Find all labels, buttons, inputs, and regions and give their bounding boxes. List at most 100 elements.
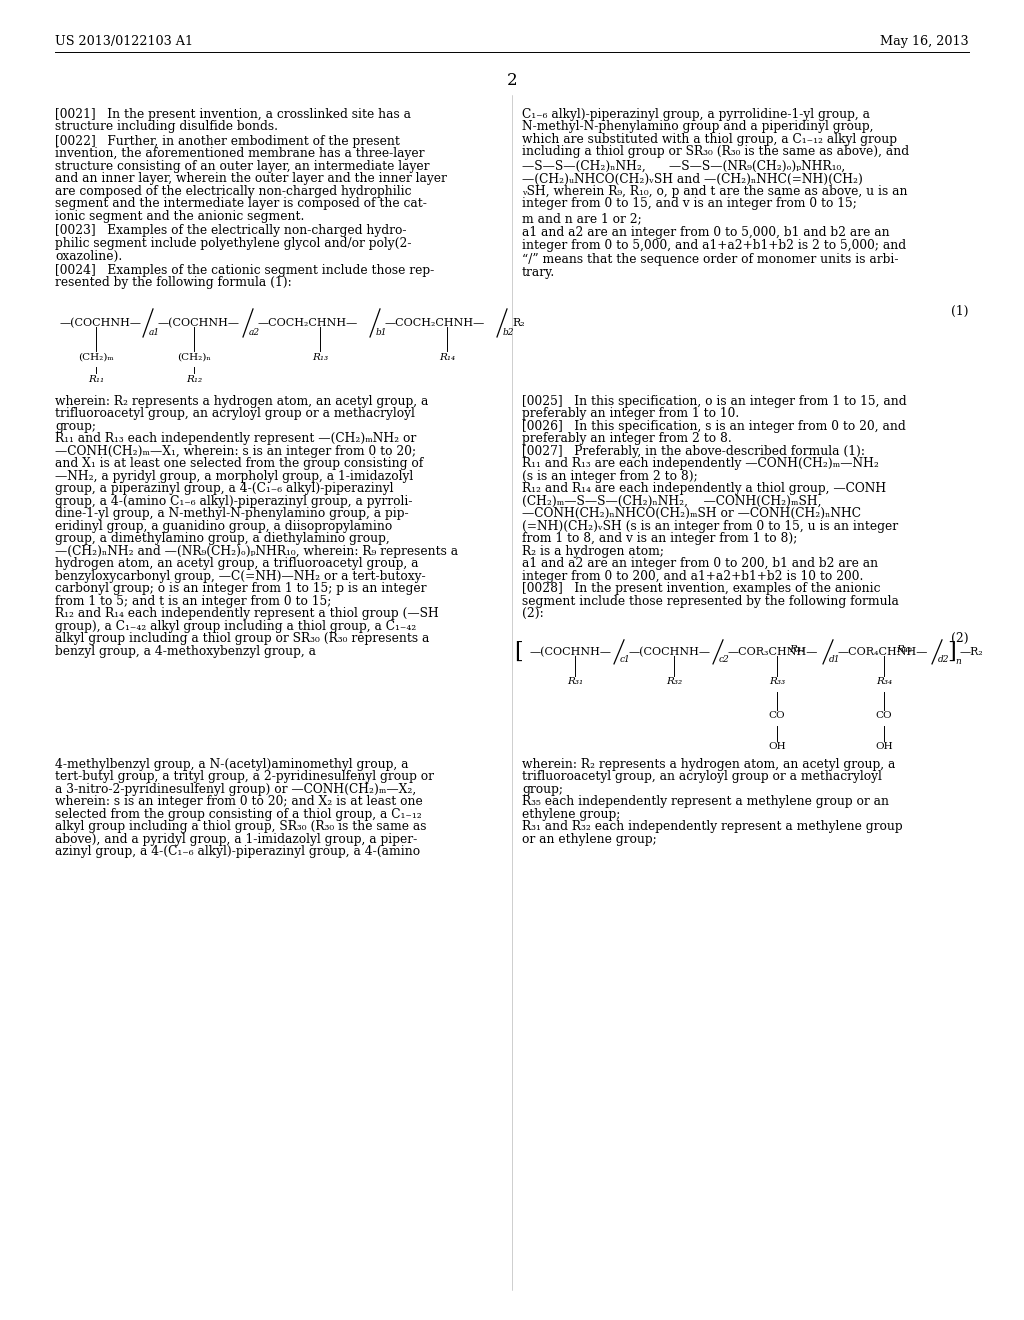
Text: —NH₂, a pyridyl group, a morpholyl group, a 1-imidazolyl: —NH₂, a pyridyl group, a morpholyl group… — [55, 470, 414, 483]
Text: wherein: R₂ represents a hydrogen atom, an acetyl group, a: wherein: R₂ represents a hydrogen atom, … — [55, 395, 428, 408]
Text: eridinyl group, a guanidino group, a diisopropylamino: eridinyl group, a guanidino group, a dii… — [55, 520, 392, 533]
Text: R₂ is a hydrogen atom;: R₂ is a hydrogen atom; — [522, 545, 664, 558]
Text: —CONH(CH₂)ₘ—X₁, wherein: s is an integer from 0 to 20;: —CONH(CH₂)ₘ—X₁, wherein: s is an integer… — [55, 445, 416, 458]
Text: b2: b2 — [503, 327, 514, 337]
Text: (1): (1) — [951, 305, 969, 318]
Text: group;: group; — [55, 420, 96, 433]
Text: R₁₂ and R₁₄ are each independently a thiol group, —CONH: R₁₂ and R₁₄ are each independently a thi… — [522, 482, 886, 495]
Text: oxazoline).: oxazoline). — [55, 249, 122, 263]
Text: [0024]   Examples of the cationic segment include those rep-: [0024] Examples of the cationic segment … — [55, 264, 434, 277]
Text: a2: a2 — [249, 327, 260, 337]
Text: —(COCHNH—: —(COCHNH— — [60, 318, 142, 329]
Text: R₃₄: R₃₄ — [876, 677, 892, 686]
Text: segment and the intermediate layer is composed of the cat-: segment and the intermediate layer is co… — [55, 198, 427, 210]
Text: trifluoroacetyl group, an acryloyl group or a methacryloyl: trifluoroacetyl group, an acryloyl group… — [522, 771, 882, 783]
Text: philic segment include polyethylene glycol and/or poly(2-: philic segment include polyethylene glyc… — [55, 238, 412, 249]
Text: alkyl group including a thiol group, SR₃₀ (R₃₀ is the same as: alkyl group including a thiol group, SR₃… — [55, 820, 427, 833]
Text: c1: c1 — [620, 655, 631, 664]
Text: a1 and a2 are an integer from 0 to 200, b1 and b2 are an: a1 and a2 are an integer from 0 to 200, … — [522, 557, 879, 570]
Text: ethylene group;: ethylene group; — [522, 808, 621, 821]
Text: ]: ] — [947, 642, 955, 663]
Text: [0028]   In the present invention, examples of the anionic: [0028] In the present invention, example… — [522, 582, 881, 595]
Text: R₁₁: R₁₁ — [88, 375, 104, 384]
Text: group;: group; — [522, 783, 563, 796]
Text: azinyl group, a 4-(C₁₋₆ alkyl)-piperazinyl group, a 4-(amino: azinyl group, a 4-(C₁₋₆ alkyl)-piperazin… — [55, 845, 420, 858]
Text: wherein: R₂ represents a hydrogen atom, an acetyl group, a: wherein: R₂ represents a hydrogen atom, … — [522, 758, 895, 771]
Text: group, a piperazinyl group, a 4-(C₁₋₆ alkyl)-piperazinyl: group, a piperazinyl group, a 4-(C₁₋₆ al… — [55, 482, 393, 495]
Text: integer from 0 to 200, and a1+a2+b1+b2 is 10 to 200.: integer from 0 to 200, and a1+a2+b1+b2 i… — [522, 570, 863, 583]
Text: —R₂: —R₂ — [961, 647, 984, 657]
Text: integer from 0 to 5,000, and a1+a2+b1+b2 is 2 to 5,000; and: integer from 0 to 5,000, and a1+a2+b1+b2… — [522, 239, 906, 252]
Text: OH: OH — [876, 742, 893, 751]
Text: or an ethylene group;: or an ethylene group; — [522, 833, 656, 846]
Text: benzyl group, a 4-methoxybenzyl group, a: benzyl group, a 4-methoxybenzyl group, a — [55, 645, 316, 657]
Text: group, a 4-(amino C₁₋₆ alkyl)-piperazinyl group, a pyrroli-: group, a 4-(amino C₁₋₆ alkyl)-piperaziny… — [55, 495, 413, 508]
Text: trifluoroacetyl group, an acryloyl group or a methacryloyl: trifluoroacetyl group, an acryloyl group… — [55, 408, 415, 421]
Text: R₁₁ and R₁₃ each independently represent —(CH₂)ₘNH₂ or: R₁₁ and R₁₃ each independently represent… — [55, 433, 416, 445]
Text: ionic segment and the anionic segment.: ionic segment and the anionic segment. — [55, 210, 304, 223]
Text: —S—S—(CH₂)ₙNH₂,      —S—S—(NR₉(CH₂)ₒ)ₚNHR₁₀,: —S—S—(CH₂)ₙNH₂, —S—S—(NR₉(CH₂)ₒ)ₚNHR₁₀, — [522, 160, 845, 173]
Text: R₂: R₂ — [512, 318, 524, 327]
Text: and X₁ is at least one selected from the group consisting of: and X₁ is at least one selected from the… — [55, 458, 423, 470]
Text: May 16, 2013: May 16, 2013 — [881, 36, 969, 49]
Text: [: [ — [514, 642, 522, 663]
Text: —COCH₂CHNH—: —COCH₂CHNH— — [385, 318, 485, 327]
Text: R₁₂ and R₁₄ each independently represent a thiol group (—SH: R₁₂ and R₁₄ each independently represent… — [55, 607, 438, 620]
Text: —COCH₂CHNH—: —COCH₂CHNH— — [258, 318, 358, 327]
Text: —COR₄CHNH—: —COR₄CHNH— — [838, 647, 929, 657]
Text: are composed of the electrically non-charged hydrophilic: are composed of the electrically non-cha… — [55, 185, 412, 198]
Text: a1: a1 — [150, 327, 160, 337]
Text: —(CH₂)ₙNH₂ and —(NR₉(CH₂)ₒ)ₚNHR₁₀, wherein: R₉ represents a: —(CH₂)ₙNH₂ and —(NR₉(CH₂)ₒ)ₚNHR₁₀, where… — [55, 545, 458, 558]
Text: [0025]   In this specification, o is an integer from 1 to 15, and: [0025] In this specification, o is an in… — [522, 395, 906, 408]
Text: N-methyl-N-phenylamino group and a piperidinyl group,: N-methyl-N-phenylamino group and a piper… — [522, 120, 873, 133]
Text: selected from the group consisting of a thiol group, a C₁₋₁₂: selected from the group consisting of a … — [55, 808, 422, 821]
Text: from 1 to 8, and v is an integer from 1 to 8);: from 1 to 8, and v is an integer from 1 … — [522, 532, 798, 545]
Text: (CH₂)ₙ: (CH₂)ₙ — [177, 352, 211, 362]
Text: d1: d1 — [829, 655, 841, 664]
Text: —(CH₂)ᵤNHCO(CH₂)ᵥSH and —(CH₂)ₙNHC(=NH)(CH₂): —(CH₂)ᵤNHCO(CH₂)ᵥSH and —(CH₂)ₙNHC(=NH)(… — [522, 173, 863, 186]
Text: including a thiol group or SR₃₀ (R₃₀ is the same as above), and: including a thiol group or SR₃₀ (R₃₀ is … — [522, 145, 909, 158]
Text: preferably an integer from 1 to 10.: preferably an integer from 1 to 10. — [522, 408, 739, 421]
Text: [0026]   In this specification, s is an integer from 0 to 20, and: [0026] In this specification, s is an in… — [522, 420, 906, 433]
Text: n: n — [955, 657, 961, 665]
Text: (CH₂)ₘ: (CH₂)ₘ — [78, 352, 114, 362]
Text: above), and a pyridyl group, a 1-imidazolyl group, a piper-: above), and a pyridyl group, a 1-imidazo… — [55, 833, 417, 846]
Text: trary.: trary. — [522, 265, 555, 279]
Text: R₃₁: R₃₁ — [567, 677, 583, 686]
Text: a 3-nitro-2-pyridinesulfenyl group) or —CONH(CH₂)ₘ—X₂,: a 3-nitro-2-pyridinesulfenyl group) or —… — [55, 783, 416, 796]
Text: OH: OH — [768, 742, 785, 751]
Text: —(COCHNH—: —(COCHNH— — [158, 318, 240, 329]
Text: d2: d2 — [938, 655, 949, 664]
Text: —(COCHNH—: —(COCHNH— — [629, 647, 711, 657]
Text: C₁₋₆ alkyl)-piperazinyl group, a pyrrolidine-1-yl group, a: C₁₋₆ alkyl)-piperazinyl group, a pyrroli… — [522, 108, 870, 121]
Text: dine-1-yl group, a N-methyl-N-phenylamino group, a pip-: dine-1-yl group, a N-methyl-N-phenylamin… — [55, 507, 409, 520]
Text: resented by the following formula (1):: resented by the following formula (1): — [55, 276, 292, 289]
Text: R₁₃: R₁₃ — [312, 352, 328, 362]
Text: tert-butyl group, a trityl group, a 2-pyridinesulfenyl group or: tert-butyl group, a trityl group, a 2-py… — [55, 771, 434, 783]
Text: (=NH)(CH₂)ᵥSH (s is an integer from 0 to 15, u is an integer: (=NH)(CH₂)ᵥSH (s is an integer from 0 to… — [522, 520, 898, 533]
Text: (2):: (2): — [522, 607, 544, 620]
Text: b1: b1 — [376, 327, 387, 337]
Text: CO: CO — [876, 711, 892, 719]
Text: ᵥSH, wherein R₉, R₁₀, o, p and t are the same as above, u is an: ᵥSH, wherein R₉, R₁₀, o, p and t are the… — [522, 185, 907, 198]
Text: structure consisting of an outer layer, an intermediate layer: structure consisting of an outer layer, … — [55, 160, 429, 173]
Text: structure including disulfide bonds.: structure including disulfide bonds. — [55, 120, 278, 133]
Text: (CH₂)ₘ—S—S—(CH₂)ₙNH₂,    —CONH(CH₂)ₘSH,: (CH₂)ₘ—S—S—(CH₂)ₙNH₂, —CONH(CH₂)ₘSH, — [522, 495, 821, 508]
Text: which are substituted with a thiol group, a C₁₋₁₂ alkyl group: which are substituted with a thiol group… — [522, 133, 897, 147]
Text: and an inner layer, wherein the outer layer and the inner layer: and an inner layer, wherein the outer la… — [55, 173, 446, 186]
Text: [0021]   In the present invention, a crosslinked site has a: [0021] In the present invention, a cross… — [55, 108, 411, 121]
Text: benzyloxycarbonyl group, —C(=NH)—NH₂ or a tert-butoxy-: benzyloxycarbonyl group, —C(=NH)—NH₂ or … — [55, 570, 426, 583]
Text: [0027]   Preferably, in the above-described formula (1):: [0027] Preferably, in the above-describe… — [522, 445, 865, 458]
Text: “/” means that the sequence order of monomer units is arbi-: “/” means that the sequence order of mon… — [522, 253, 898, 267]
Text: R₃₁ and R₃₂ each independently represent a methylene group: R₃₁ and R₃₂ each independently represent… — [522, 820, 902, 833]
Text: [0023]   Examples of the electrically non-charged hydro-: [0023] Examples of the electrically non-… — [55, 224, 407, 238]
Text: alkyl group including a thiol group or SR₃₀ (R₃₀ represents a: alkyl group including a thiol group or S… — [55, 632, 429, 645]
Text: —CONH(CH₂)ₙNHCO(CH₂)ₘSH or —CONH(CH₂)ₙNHC: —CONH(CH₂)ₙNHCO(CH₂)ₘSH or —CONH(CH₂)ₙNH… — [522, 507, 861, 520]
Text: [0022]   Further, in another embodiment of the present: [0022] Further, in another embodiment of… — [55, 135, 400, 148]
Text: R₃₃: R₃₃ — [769, 677, 785, 686]
Text: group), a C₁₋₄₂ alkyl group including a thiol group, a C₁₋₄₂: group), a C₁₋₄₂ alkyl group including a … — [55, 620, 416, 632]
Text: m and n are 1 or 2;: m and n are 1 or 2; — [522, 213, 642, 224]
Text: wherein: s is an integer from 0 to 20; and X₂ is at least one: wherein: s is an integer from 0 to 20; a… — [55, 796, 423, 808]
Text: R₁₁ and R₁₃ are each independently —CONH(CH₂)ₘ—NH₂: R₁₁ and R₁₃ are each independently —CONH… — [522, 458, 879, 470]
Text: US 2013/0122103 A1: US 2013/0122103 A1 — [55, 36, 193, 49]
